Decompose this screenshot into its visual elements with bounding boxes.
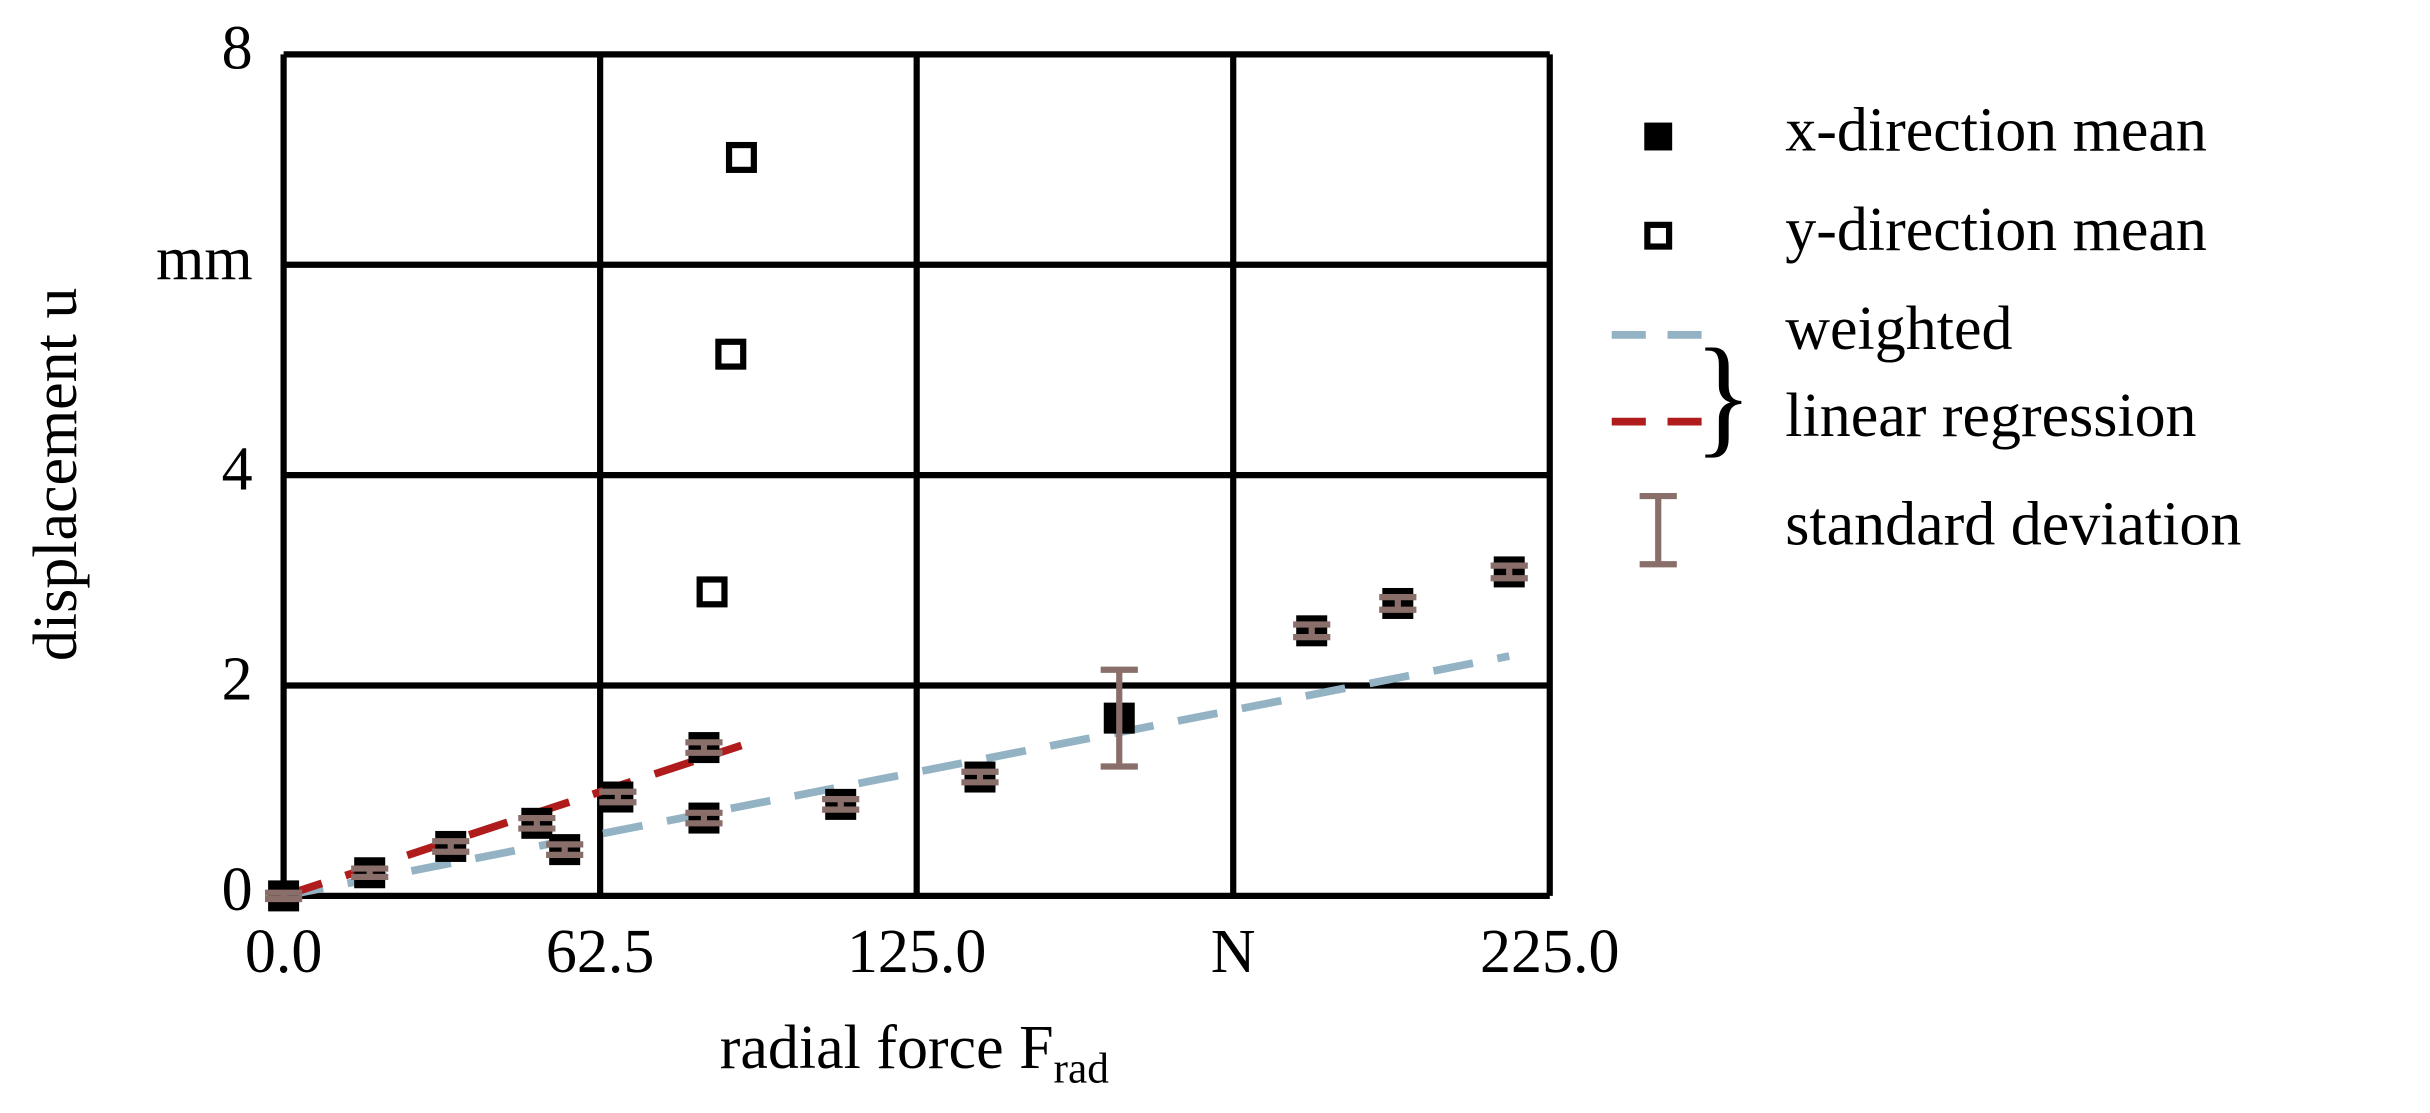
y-axis-label: displacement u: [22, 288, 90, 661]
legend-swatch: [1644, 122, 1673, 151]
x-axis-label-sub: rad: [1054, 1045, 1110, 1093]
error-bar: [1379, 594, 1417, 613]
legend-label: standard deviation: [1785, 490, 2241, 558]
marker: [725, 141, 757, 173]
legend-label: weighted: [1785, 295, 2012, 363]
error-bar: [599, 788, 637, 806]
legend-label: y-direction mean: [1785, 196, 2207, 264]
marker: [715, 338, 747, 370]
error-bar: [1490, 562, 1528, 582]
x-axis-label-main: radial force F: [720, 1014, 1054, 1082]
error-bar: [546, 841, 584, 858]
y-tick-label: mm: [156, 225, 252, 293]
y-tick-label: 4: [222, 435, 253, 503]
error-bar: [822, 796, 860, 813]
marker: [696, 576, 728, 608]
error-bar: [351, 865, 389, 881]
x-axis-label: radial force Frad: [720, 1014, 1109, 1092]
error-bar: [685, 809, 723, 827]
legend-label: x-direction mean: [1785, 97, 2207, 165]
error-bar: [1100, 666, 1138, 770]
legend-swatch: [1639, 492, 1677, 568]
y-tick-label: 0: [222, 856, 253, 924]
y-tick-label: 2: [222, 646, 253, 714]
error-bar: [961, 768, 999, 786]
error-bar: [518, 814, 556, 832]
x-tick-label: N: [1211, 918, 1256, 986]
error-bar: [265, 889, 303, 903]
x-tick-label: 62.5: [546, 918, 654, 986]
error-bar: [432, 838, 470, 855]
regression-line: [282, 652, 1510, 900]
legend-label: linear regression: [1785, 382, 2196, 450]
legend-brace: }: [1694, 323, 1752, 470]
error-bar: [1293, 621, 1331, 641]
x-tick-label: 225.0: [1480, 918, 1619, 986]
legend-swatch: [1644, 221, 1673, 250]
x-tick-label: 0.0: [245, 918, 322, 986]
error-bar: [685, 739, 723, 756]
y-tick-label: 8: [222, 15, 253, 83]
x-tick-label: 125.0: [847, 918, 986, 986]
